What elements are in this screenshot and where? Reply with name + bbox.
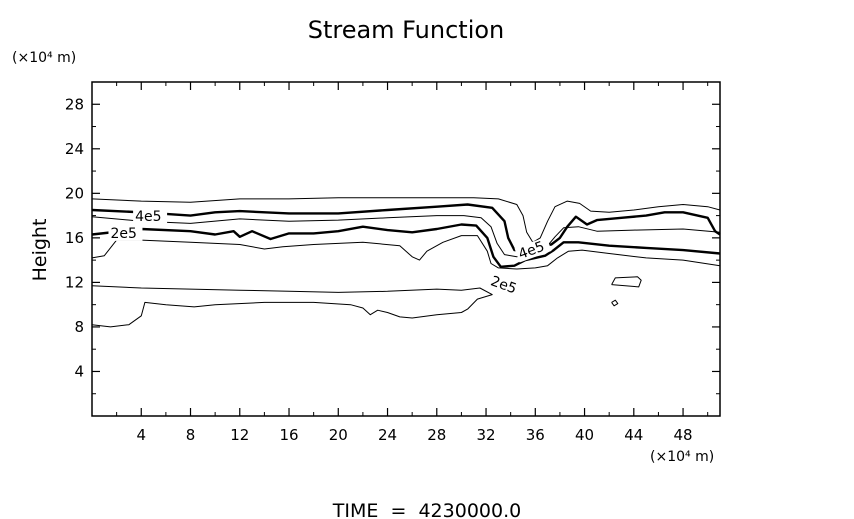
contour-2e5 <box>91 223 721 268</box>
contour-mid-thin <box>91 215 721 258</box>
y-tick-label: 20 <box>65 184 84 202</box>
chart-title: Stream Function <box>308 16 505 44</box>
contour-4e5 <box>91 203 721 253</box>
contour-label: 2e5 <box>110 226 136 242</box>
contour-label: 4e5 <box>135 209 161 225</box>
x-tick-label: 40 <box>575 426 594 444</box>
x-tick-label: 20 <box>329 426 348 444</box>
x-tick-label: 48 <box>674 426 693 444</box>
contour-label: 2e5 <box>488 273 518 297</box>
contour-label-bg <box>133 209 168 225</box>
x-tick-label: 36 <box>526 426 545 444</box>
x-tick-label: 24 <box>378 426 397 444</box>
time-label: TIME = 4230000.0 <box>332 500 521 519</box>
x-tick-label: 44 <box>624 426 643 444</box>
x-tick-label: 28 <box>427 426 446 444</box>
x-tick-label: 16 <box>279 426 298 444</box>
contour-low-band <box>91 285 493 328</box>
y-tick-label: 8 <box>74 318 84 336</box>
y-tick-label: 28 <box>65 95 84 113</box>
y-tick-label: 12 <box>65 273 84 291</box>
contour-label-bg <box>486 272 524 299</box>
y-axis-unit: (×10⁴ m) <box>12 50 76 66</box>
contour-lower-outer <box>91 235 721 270</box>
contour-blob-1 <box>611 299 619 307</box>
x-tick-label: 12 <box>230 426 249 444</box>
x-tick-label: 32 <box>476 426 495 444</box>
y-tick-label: 24 <box>65 140 84 158</box>
contour-label: 4e5 <box>516 239 546 263</box>
contour-label-bg <box>108 225 143 241</box>
plot-frame <box>91 81 721 417</box>
x-tick-label: 4 <box>136 426 146 444</box>
contour-upper-outer <box>91 197 721 243</box>
contour-lines <box>91 197 721 328</box>
contour-label-bg <box>514 236 552 263</box>
y-tick-label: 4 <box>74 362 84 380</box>
y-axis-label: Height <box>29 219 51 282</box>
x-axis-unit: (×10⁴ m) <box>650 449 714 465</box>
y-tick-label: 16 <box>65 229 84 247</box>
x-tick-label: 8 <box>186 426 196 444</box>
contour-blob-2 <box>611 276 642 288</box>
